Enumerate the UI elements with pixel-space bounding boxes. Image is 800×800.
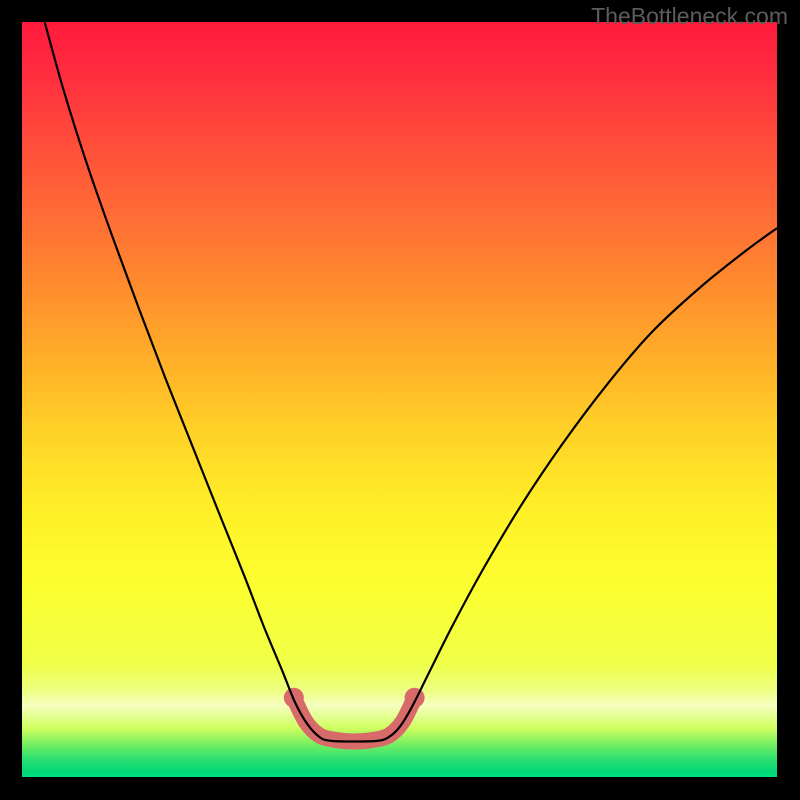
plot-background bbox=[22, 22, 777, 777]
bottleneck-chart bbox=[0, 0, 800, 800]
optimal-zone-endpoint bbox=[405, 688, 425, 708]
watermark-text: TheBottleneck.com bbox=[591, 3, 788, 30]
